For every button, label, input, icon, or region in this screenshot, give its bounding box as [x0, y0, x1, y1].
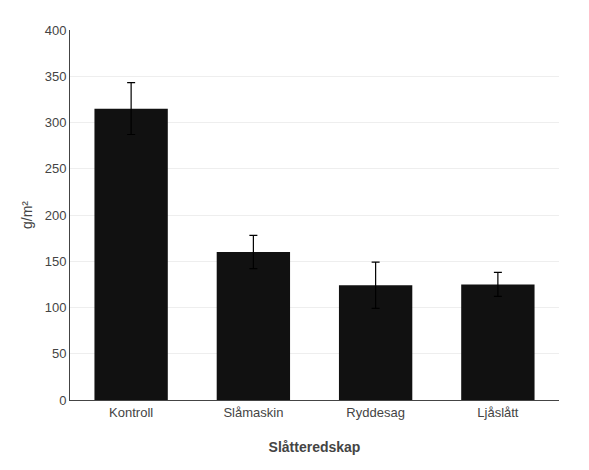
svg-text:g/m²: g/m² — [19, 201, 35, 229]
svg-text:0: 0 — [59, 393, 66, 408]
svg-text:400: 400 — [45, 23, 67, 38]
svg-text:Kontroll: Kontroll — [109, 405, 153, 420]
svg-text:Ljåslått: Ljåslått — [477, 405, 519, 420]
svg-text:Ryddesag: Ryddesag — [346, 405, 405, 420]
svg-text:50: 50 — [52, 346, 66, 361]
svg-text:200: 200 — [45, 208, 67, 223]
svg-text:150: 150 — [45, 254, 67, 269]
svg-text:350: 350 — [45, 69, 67, 84]
svg-text:Slåtteredskap: Slåtteredskap — [269, 439, 361, 455]
svg-text:Slåmaskin: Slåmaskin — [223, 405, 283, 420]
svg-text:300: 300 — [45, 115, 67, 130]
svg-text:250: 250 — [45, 161, 67, 176]
svg-text:100: 100 — [45, 300, 67, 315]
